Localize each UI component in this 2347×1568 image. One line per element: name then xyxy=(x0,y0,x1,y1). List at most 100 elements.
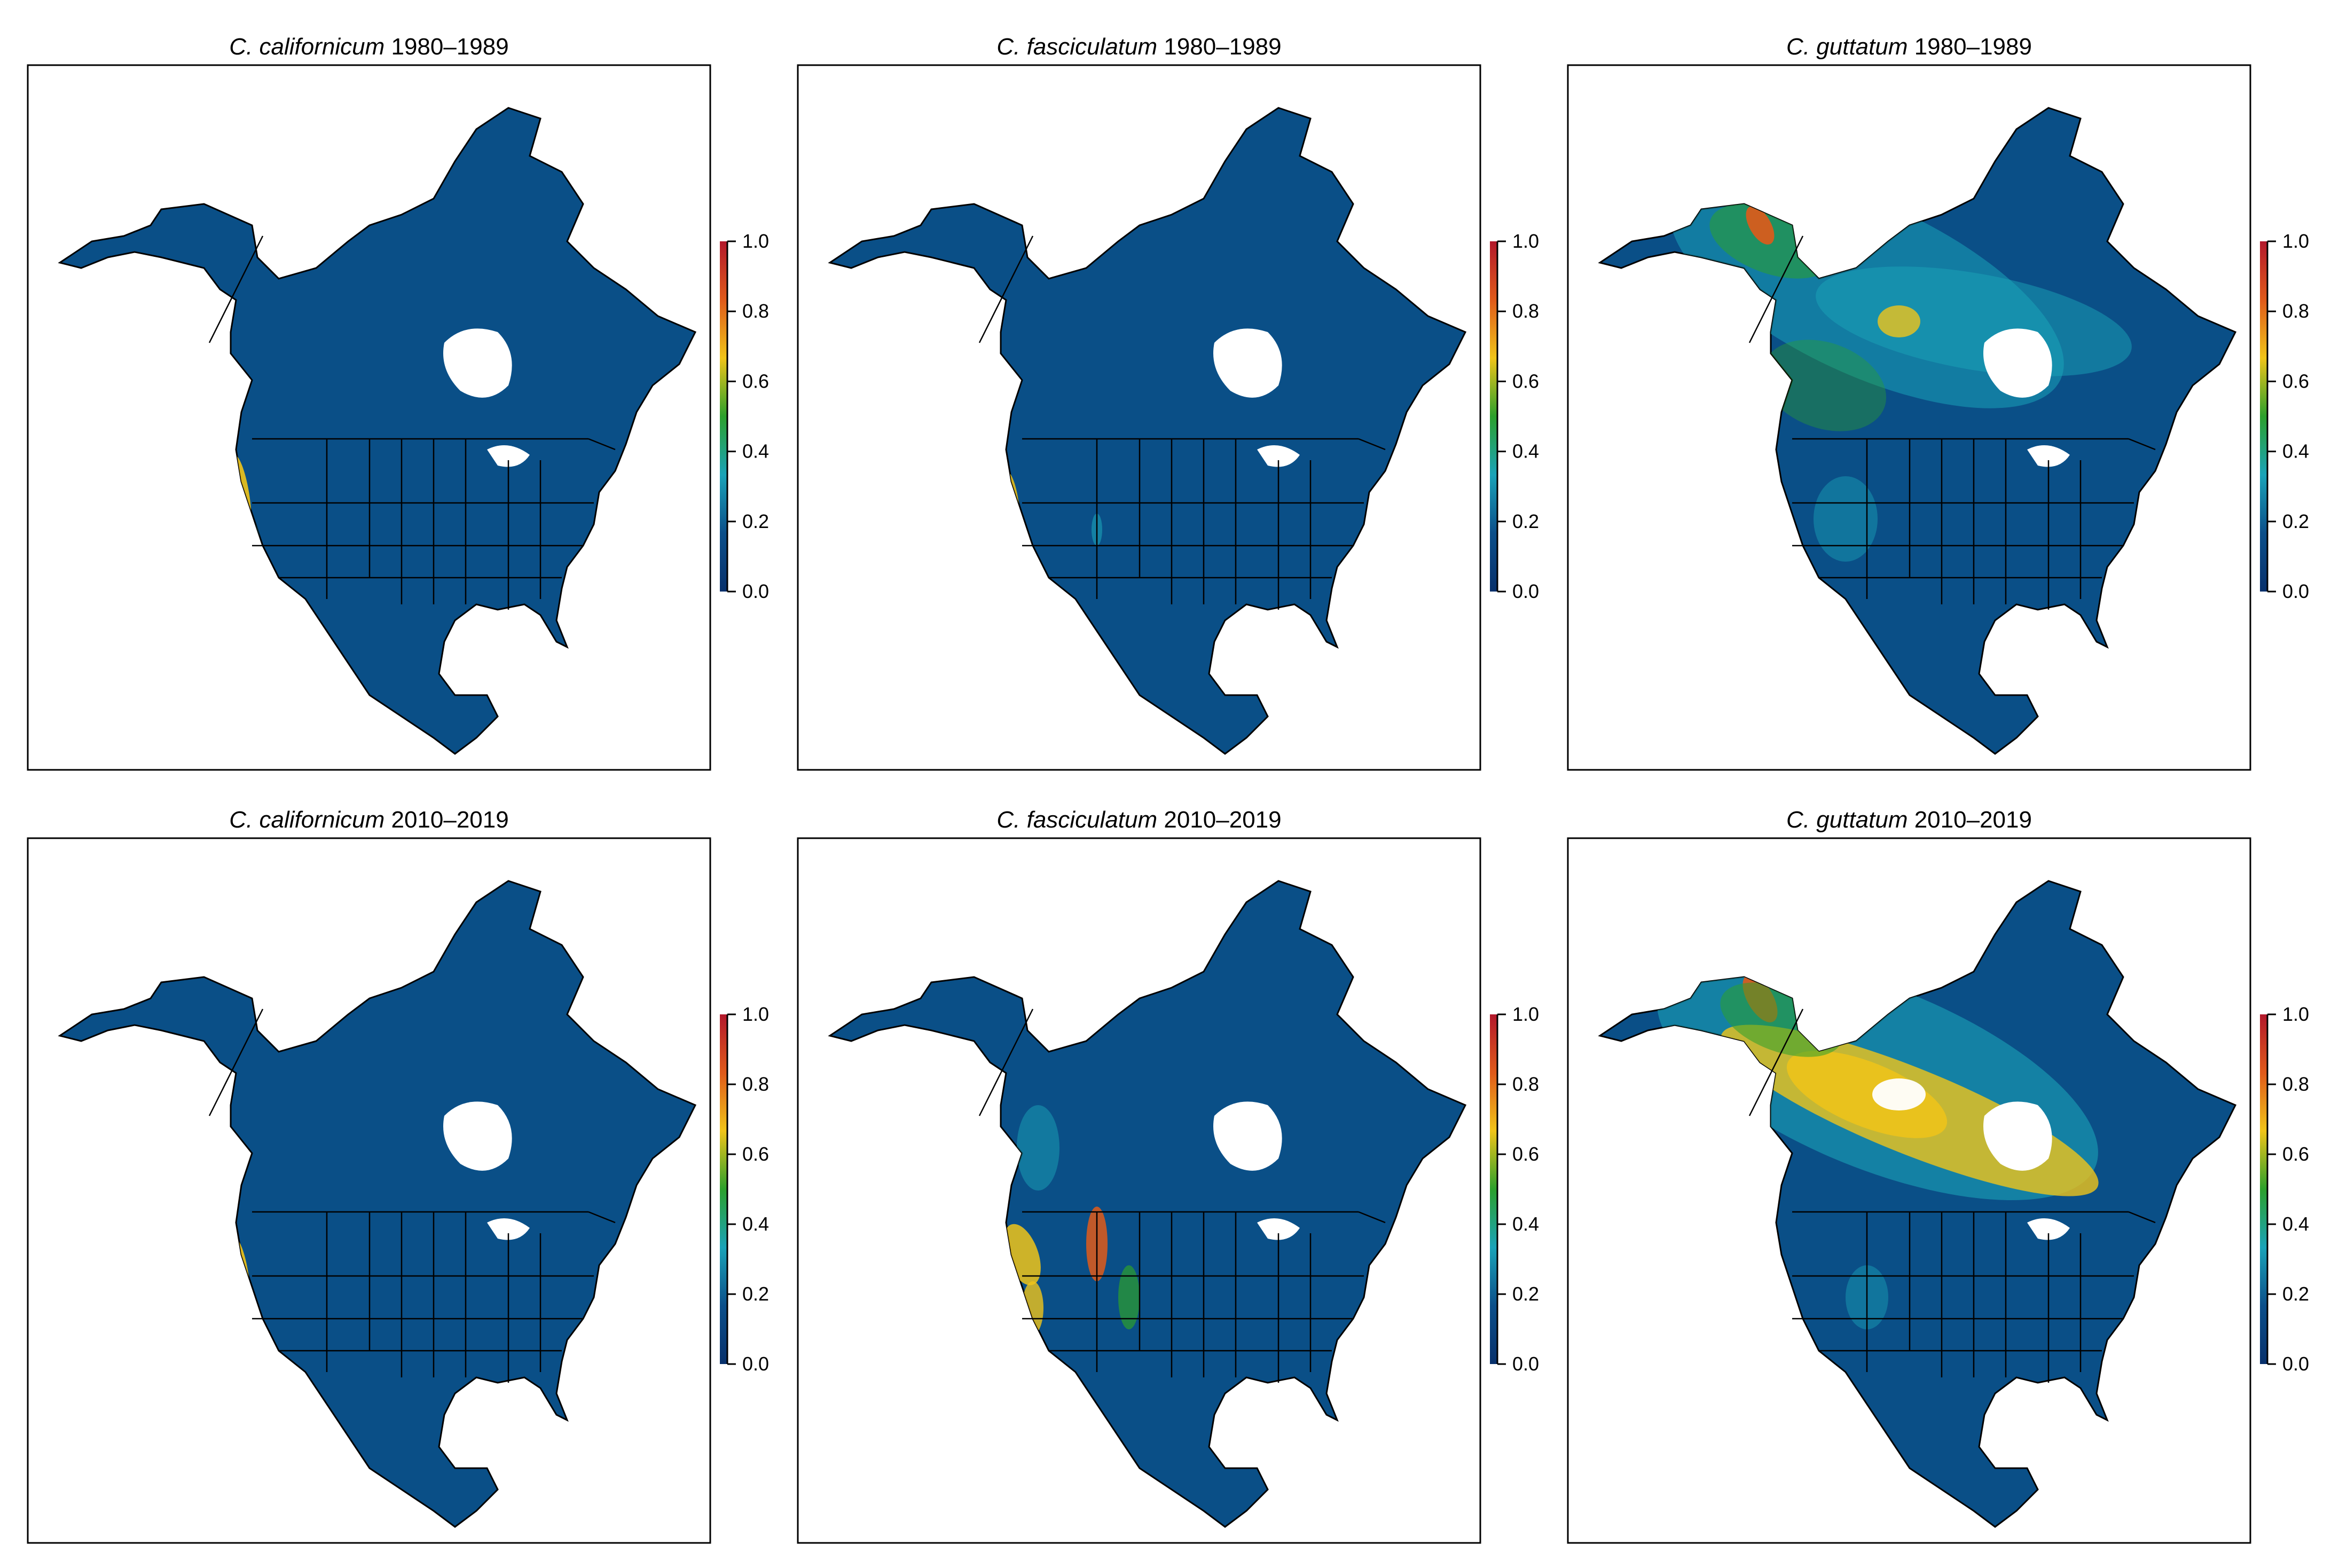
panel-title: C. guttatum 2010–2019 xyxy=(1786,807,2032,833)
political-border xyxy=(1358,438,1386,451)
political-border xyxy=(1748,235,1804,343)
map xyxy=(1598,880,2237,1528)
political-border xyxy=(978,235,1034,343)
map-panel: C. guttatum 1980–1989 0.0 0.2 0.4 0.6 0.8 1.0 xyxy=(1567,34,2309,771)
water-body xyxy=(402,890,466,919)
water-body xyxy=(327,146,375,168)
political-border xyxy=(2128,438,2156,451)
colorbar-tick-label: 0.8 xyxy=(1512,300,1539,322)
colorbar-tick-label: 0.0 xyxy=(742,1353,769,1375)
water-body xyxy=(1983,1101,2052,1171)
colorbar-tick-label: 0.0 xyxy=(1512,1353,1539,1375)
colorbar-tick-label: 0.6 xyxy=(742,370,769,392)
colorbar-tick-label: 0.2 xyxy=(1512,1283,1539,1305)
suitability-patch xyxy=(1746,206,1775,245)
water-body xyxy=(443,328,512,398)
colorbar-tick-label: 0.6 xyxy=(1512,370,1539,392)
colorbar xyxy=(720,241,727,592)
panel-period: 1980–1989 xyxy=(1157,34,1281,60)
colorbar xyxy=(720,1014,727,1364)
water-body xyxy=(2027,445,2070,467)
map-panel: C. guttatum 2010–2019 0.0 0.2 0.4 0.6 0.8 1.0 xyxy=(1567,807,2309,1544)
colorbar-tick-label: 1.0 xyxy=(1512,230,1539,252)
colorbar xyxy=(2260,1014,2267,1364)
water-body xyxy=(1257,445,1300,467)
map-panel: C. californicum 2010–2019 0.0 0.2 0.4 0.6 0.8… xyxy=(27,807,769,1544)
water-body xyxy=(1213,328,1282,398)
panel-period: 1980–1989 xyxy=(384,34,508,60)
panel-period: 2010–2019 xyxy=(1157,807,1281,833)
water-body xyxy=(327,919,375,941)
colorbar-tick-label: 0.2 xyxy=(742,1283,769,1305)
colorbar xyxy=(2260,241,2267,592)
colorbar xyxy=(1490,1014,1497,1364)
map-panel: C. californicum 1980–1989 0.0 0.2 0.4 0.6 0.8… xyxy=(27,34,769,771)
colorbar-tick-label: 0.8 xyxy=(742,1073,769,1095)
colorbar-tick-label: 0.6 xyxy=(742,1143,769,1165)
panel-title: C. californicum 1980–1989 xyxy=(229,34,508,60)
water-body xyxy=(1867,146,1915,168)
panel-period: 2010–2019 xyxy=(1908,807,2031,833)
suitability-overlay xyxy=(1003,1105,1140,1335)
colorbar-tick-label: 0.8 xyxy=(1512,1073,1539,1095)
continent-outline xyxy=(58,880,697,1528)
suitability-patch xyxy=(1816,266,2132,376)
political-border xyxy=(978,1008,1034,1116)
colorbar-tick-label: 1.0 xyxy=(2282,230,2309,252)
water-body xyxy=(1213,1101,1282,1171)
colorbar-tick-label: 0.4 xyxy=(742,440,769,462)
map xyxy=(58,107,697,755)
map-panel: C. fasciculatum 1980–1989 0.0 0.2 0.4 0.6 0.8… xyxy=(797,34,1539,771)
colorbar-tick-label: 0.6 xyxy=(1512,1143,1539,1165)
suitability-patch xyxy=(1872,1078,1926,1110)
political-border xyxy=(2128,1211,2156,1224)
panel-period: 2010–2019 xyxy=(384,807,508,833)
colorbar-tick-label: 0.8 xyxy=(742,300,769,322)
colorbar-tick-label: 0.6 xyxy=(2282,1143,2309,1165)
political-border xyxy=(1358,1211,1386,1224)
suitability-patch xyxy=(1814,476,1878,562)
water-body xyxy=(402,117,466,146)
water-body xyxy=(487,1218,530,1240)
suitability-patch xyxy=(1786,1051,1948,1138)
suitability-patch xyxy=(1878,305,1920,337)
water-body xyxy=(1097,146,1145,168)
colorbar xyxy=(1490,241,1497,592)
political-border xyxy=(208,1008,264,1116)
colorbar-tick-label: 1.0 xyxy=(742,1003,769,1025)
panel-species: C. fasciculatum xyxy=(996,34,1157,60)
panel-title: C. californicum 2010–2019 xyxy=(229,807,508,833)
panel-species: C. guttatum xyxy=(1786,34,1908,60)
colorbar-tick-label: 0.0 xyxy=(2282,580,2309,602)
water-body xyxy=(1172,117,1236,146)
water-body xyxy=(443,1101,512,1171)
continent-outline xyxy=(828,107,1467,755)
water-body xyxy=(2027,1218,2070,1240)
colorbar-tick-label: 0.2 xyxy=(742,510,769,532)
political-border xyxy=(588,1211,616,1224)
colorbar-tick-label: 0.2 xyxy=(1512,510,1539,532)
colorbar-tick-label: 1.0 xyxy=(742,230,769,252)
water-body xyxy=(1942,890,2006,919)
colorbar-tick-label: 0.4 xyxy=(2282,440,2309,462)
panel-species: C. californicum xyxy=(229,34,384,60)
water-body xyxy=(487,445,530,467)
water-body xyxy=(1942,117,2006,146)
water-body xyxy=(1172,890,1236,919)
colorbar-tick-label: 1.0 xyxy=(1512,1003,1539,1025)
panel-species: C. fasciculatum xyxy=(996,807,1157,833)
panel-title: C. fasciculatum 2010–2019 xyxy=(996,807,1281,833)
panel-title: C. guttatum 1980–1989 xyxy=(1786,34,2032,60)
panel-period: 1980–1989 xyxy=(1908,34,2031,60)
colorbar-tick-label: 0.4 xyxy=(2282,1213,2309,1235)
colorbar-tick-label: 1.0 xyxy=(2282,1003,2309,1025)
panel-species: C. guttatum xyxy=(1786,807,1908,833)
water-body xyxy=(1867,919,1915,941)
panel-species: C. californicum xyxy=(229,807,384,833)
water-body xyxy=(1097,919,1145,941)
map xyxy=(828,107,1467,755)
colorbar-tick-label: 0.4 xyxy=(1512,440,1539,462)
colorbar-tick-label: 0.2 xyxy=(2282,1283,2309,1305)
